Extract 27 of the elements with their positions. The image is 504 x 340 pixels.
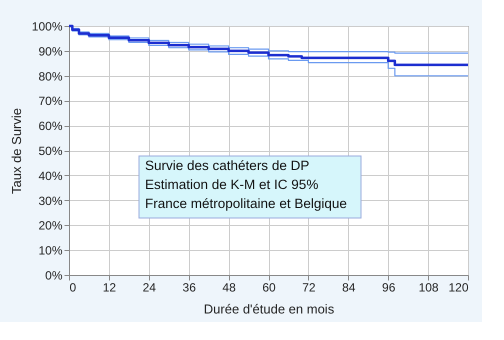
y-axis-title: Taux de Survie bbox=[8, 108, 24, 194]
x-tick-label: 12 bbox=[102, 280, 116, 294]
annotation: Estimation de K-M et IC 95% bbox=[145, 177, 318, 192]
x-axis-title: Durée d'étude en mois bbox=[204, 302, 335, 316]
x-tick-label: 108 bbox=[418, 280, 439, 294]
x-tick-label: 48 bbox=[222, 280, 236, 294]
y-tick-label: 90% bbox=[38, 44, 63, 58]
y-tick-label: 50% bbox=[38, 144, 63, 158]
annotation: Survie des cathéters de DP bbox=[145, 158, 310, 173]
y-tick-label: 10% bbox=[38, 244, 63, 258]
x-tick-label: 96 bbox=[382, 280, 396, 294]
x-tick-label: 36 bbox=[182, 280, 196, 294]
y-tick-label: 40% bbox=[38, 168, 63, 183]
y-tick-label: 70% bbox=[38, 94, 63, 108]
annotation: France métropolitaine et Belgique bbox=[145, 196, 347, 211]
x-tick-label: 120 bbox=[448, 280, 469, 294]
x-tick-label: 84 bbox=[342, 280, 356, 294]
y-tick-label: 0% bbox=[45, 268, 63, 282]
x-tick-label: 60 bbox=[262, 280, 276, 294]
x-tick-label: 24 bbox=[142, 280, 156, 294]
x-tick-label: 72 bbox=[302, 280, 316, 294]
x-tick-label: 0 bbox=[70, 280, 76, 294]
y-tick-label: 100% bbox=[32, 20, 63, 34]
y-tick-label: 20% bbox=[38, 218, 63, 233]
y-tick-label: 30% bbox=[38, 194, 63, 208]
y-tick-label: 60% bbox=[38, 119, 63, 134]
y-tick-label: 80% bbox=[38, 69, 63, 84]
